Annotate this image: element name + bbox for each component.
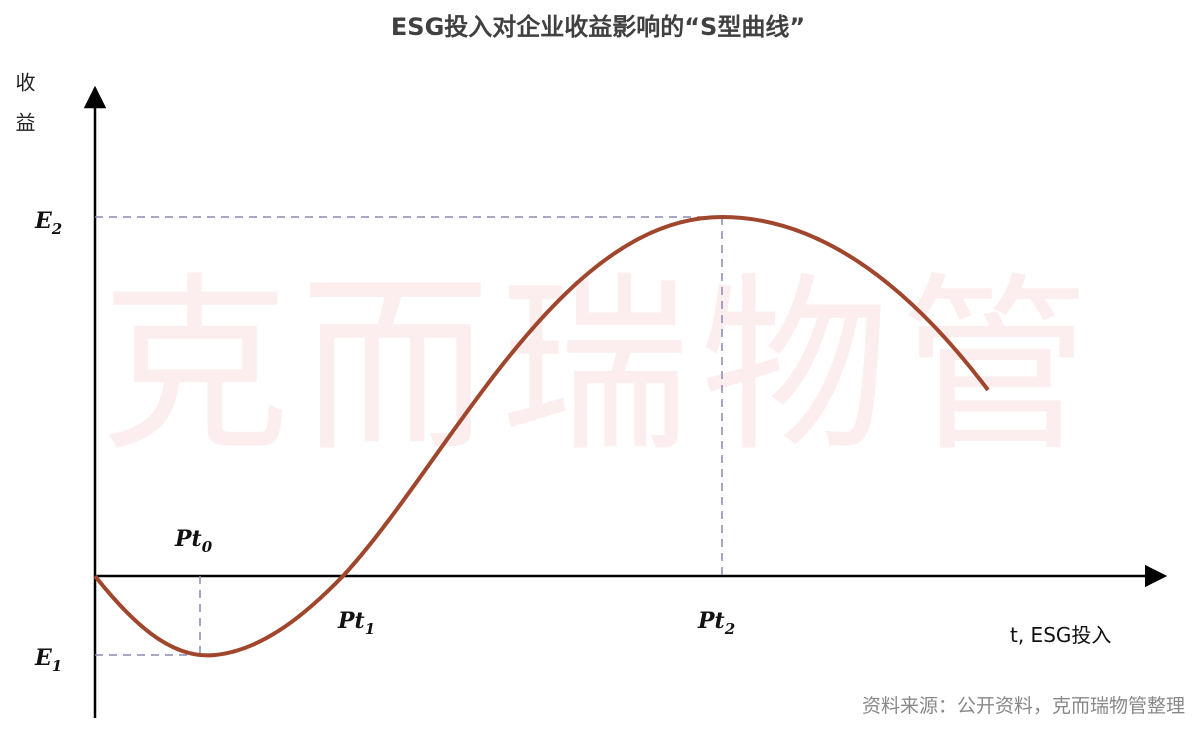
title: ESG投入对企业收益影响的“S型曲线” [391,13,805,41]
s-curve [93,214,990,658]
point-label: Pt0 [174,526,213,556]
y-axis-label: 收益 [12,72,36,152]
source-note: 资料来源：公开资料，克而瑞物管整理 [862,695,1185,717]
level-label: E2 [34,208,62,238]
watermark: 克而瑞物管 [100,256,1100,477]
level-label: E1 [34,645,62,675]
point-label: Pt1 [337,608,375,638]
x-axis-label: t, ESG投入 [1010,623,1111,647]
point-label: Pt2 [697,608,735,638]
